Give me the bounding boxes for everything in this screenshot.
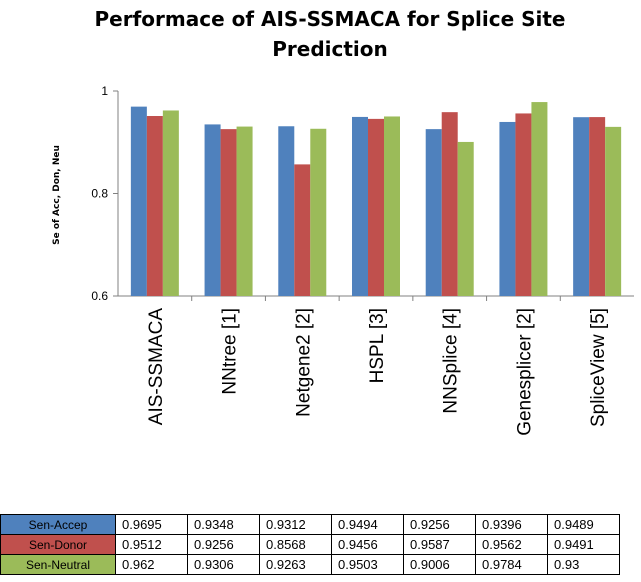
table-cell: 0.9784 [475, 554, 548, 575]
bar-sen-accep-7 [573, 117, 590, 296]
category-label: HSPL [3] [367, 308, 388, 383]
bar-sen-neutral-3 [310, 128, 327, 296]
table-cell: 0.9263 [259, 554, 332, 575]
legend-key-sen-neutral: Sen-Neutral [0, 554, 116, 575]
table-cell: 0.93 [547, 554, 620, 575]
table-cell: 0.8568 [259, 534, 332, 555]
category-label: NNSplice [4] [441, 308, 462, 414]
table-cell: 0.9348 [187, 514, 260, 535]
y-axis-label: Se of Acc, Don, Neu [52, 145, 62, 245]
legend-key-sen-accep: Sen-Accep [0, 514, 116, 535]
bar-sen-neutral-1 [162, 110, 179, 296]
category-labels: AIS-SSMACA NNtree [1] Netgene2 [2] HSPL [3]… [146, 308, 609, 436]
bar-chart: 0.6 0.8 1 AIS-SSMACA NNtree [1] Netgene2 [2]… [52, 84, 634, 436]
y-tick-label: 0.6 [91, 289, 108, 303]
table-row: Sen-Neutral 0.962 0.9306 0.9263 0.9503 0.9006… [0, 554, 620, 575]
table-cell: 0.9256 [403, 514, 476, 535]
table-cell: 0.9456 [331, 534, 404, 555]
bar-sen-neutral-5 [457, 141, 474, 296]
table-row: Sen-Accep 0.9695 0.9348 0.9312 0.9494 0.9256 0… [0, 514, 620, 535]
table-cell: 0.9562 [475, 534, 548, 555]
table-cell: 0.9587 [403, 534, 476, 555]
category-label: SpliceView [5] [588, 308, 609, 427]
bar-sen-accep-4 [352, 116, 368, 297]
table-cell: 0.9396 [475, 514, 548, 535]
bar-sen-donor-4 [368, 118, 384, 296]
table-cell: 0.9695 [115, 514, 188, 535]
y-tick-label: 1 [101, 84, 108, 98]
table-cell: 0.9312 [259, 514, 332, 535]
table-cell: 0.9306 [187, 554, 260, 575]
table-cell: 0.9491 [547, 534, 620, 555]
bar-sen-neutral-4 [384, 116, 400, 296]
table-cell: 0.9489 [547, 514, 620, 535]
y-tick-label: 0.8 [91, 187, 108, 201]
bar-sen-accep-2 [204, 124, 221, 296]
data-table: Sen-Accep 0.9695 0.9348 0.9312 0.9494 0.9256 0… [0, 514, 620, 575]
bars [130, 102, 622, 297]
category-label: Genesplicer [2] [514, 308, 535, 436]
bar-sen-donor-7 [589, 117, 606, 297]
table-cell: 0.962 [115, 554, 188, 575]
bar-sen-donor-6 [515, 113, 532, 296]
bar-sen-neutral-7 [605, 126, 622, 296]
category-label: NNtree [1] [220, 308, 241, 395]
table-row: Sen-Donor 0.9512 0.9256 0.8568 0.9456 0.9587 0… [0, 534, 620, 555]
category-label: AIS-SSMACA [146, 308, 167, 426]
bar-sen-neutral-6 [531, 102, 548, 296]
bar-sen-accep-6 [499, 121, 516, 296]
bar-sen-donor-5 [441, 112, 458, 296]
legend-key-sen-donor: Sen-Donor [0, 534, 116, 555]
bar-sen-donor-3 [294, 164, 311, 296]
bar-sen-neutral-2 [236, 126, 253, 296]
bar-sen-accep-3 [278, 126, 295, 296]
table-cell: 0.9256 [187, 534, 260, 555]
category-label: Netgene2 [2] [293, 308, 314, 417]
bar-sen-donor-1 [146, 116, 163, 296]
bar-sen-accep-1 [130, 106, 147, 296]
table-cell: 0.9503 [331, 554, 404, 575]
chart-title: Performace of AIS-SSMACA for Splice Site… [94, 7, 566, 61]
table-cell: 0.9494 [331, 514, 404, 535]
table-cell: 0.9006 [403, 554, 476, 575]
table-cell: 0.9512 [115, 534, 188, 555]
axes: 0.6 0.8 1 [91, 84, 634, 303]
bar-sen-donor-2 [220, 129, 237, 296]
bar-sen-accep-5 [425, 129, 442, 296]
